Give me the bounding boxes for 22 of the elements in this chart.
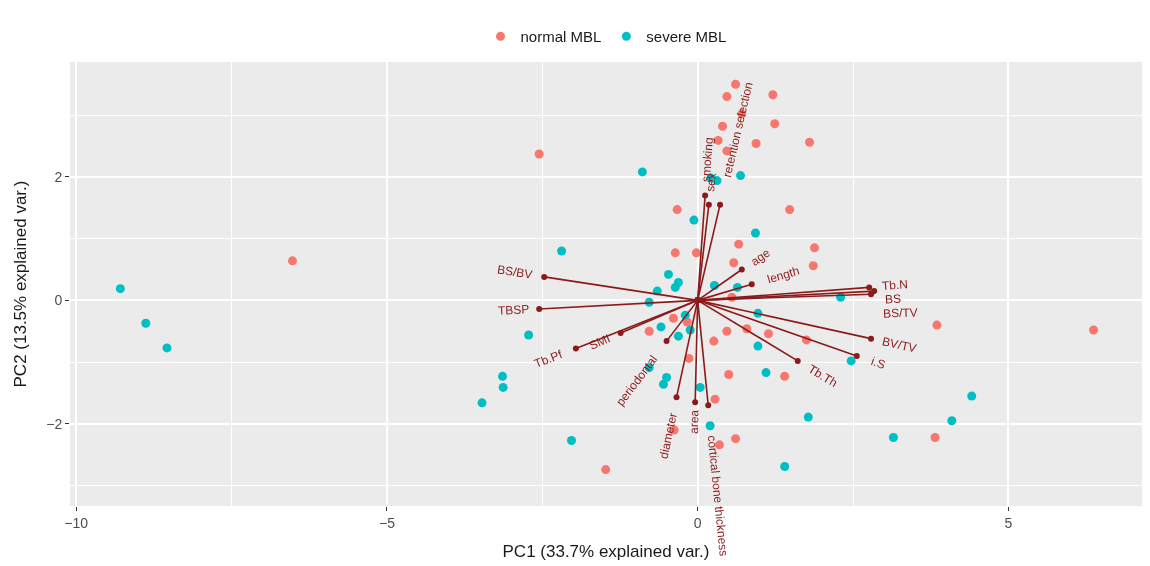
text: BV/TV: [880, 334, 918, 356]
x-tick-label: 5: [1004, 514, 1013, 531]
series-label: Tb.N: [881, 277, 909, 293]
y-axis-title: PC2 (13.5% explained var.): [10, 180, 30, 388]
text: diameter: [656, 411, 681, 461]
text: area: [686, 409, 702, 435]
x-tick-label: −5: [378, 514, 396, 531]
legend-label: normal MBL: [520, 28, 602, 46]
y-tick-label: 2: [54, 168, 63, 185]
text: Tb.Pf: [532, 347, 565, 371]
text: BS/BV: [496, 262, 534, 282]
series-label: BS: [884, 291, 902, 307]
text: i.S: [869, 354, 888, 372]
x-axis-title: PC1 (33.7% explained var.): [502, 542, 710, 562]
y-tick-label: 0: [54, 292, 63, 309]
legend-label: severe MBL: [646, 28, 727, 46]
text: retention selection: [719, 80, 756, 179]
series-label: TBSP: [497, 302, 530, 318]
y-tick-label: −2: [46, 415, 63, 432]
series-label: BS/TV: [882, 305, 918, 321]
x-tick-label: 0: [693, 514, 702, 531]
x-tick-label: −10: [64, 514, 89, 531]
